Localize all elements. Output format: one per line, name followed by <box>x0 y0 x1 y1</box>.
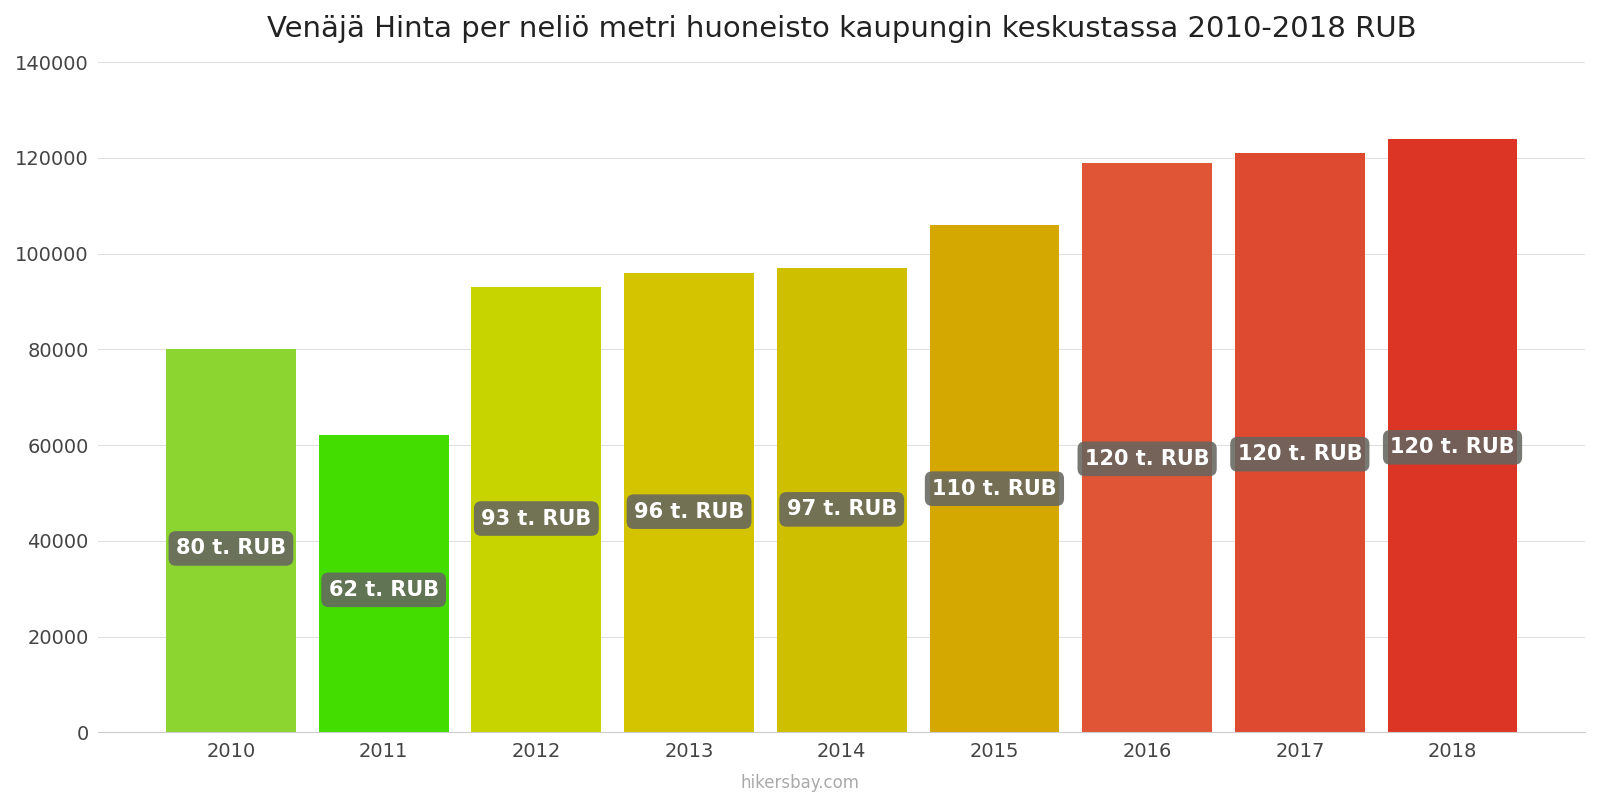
Text: hikersbay.com: hikersbay.com <box>741 774 859 792</box>
Bar <box>778 268 907 732</box>
Text: 120 t. RUB: 120 t. RUB <box>1390 438 1515 458</box>
Text: 96 t. RUB: 96 t. RUB <box>634 502 744 522</box>
Bar <box>930 225 1059 732</box>
Bar <box>472 287 602 732</box>
Text: 120 t. RUB: 120 t. RUB <box>1237 444 1362 464</box>
Bar <box>318 435 448 732</box>
Bar <box>166 350 296 732</box>
Text: 110 t. RUB: 110 t. RUB <box>933 478 1056 498</box>
Title: Venäjä Hinta per neliö metri huoneisto kaupungin keskustassa 2010-2018 RUB: Venäjä Hinta per neliö metri huoneisto k… <box>267 15 1416 43</box>
Bar <box>1082 162 1213 732</box>
Bar <box>1235 153 1365 732</box>
Text: 97 t. RUB: 97 t. RUB <box>787 499 898 519</box>
Text: 80 t. RUB: 80 t. RUB <box>176 538 286 558</box>
Text: 62 t. RUB: 62 t. RUB <box>328 580 438 600</box>
Text: 120 t. RUB: 120 t. RUB <box>1085 449 1210 469</box>
Text: 93 t. RUB: 93 t. RUB <box>482 509 592 529</box>
Bar <box>624 273 754 732</box>
Bar <box>1387 138 1517 732</box>
